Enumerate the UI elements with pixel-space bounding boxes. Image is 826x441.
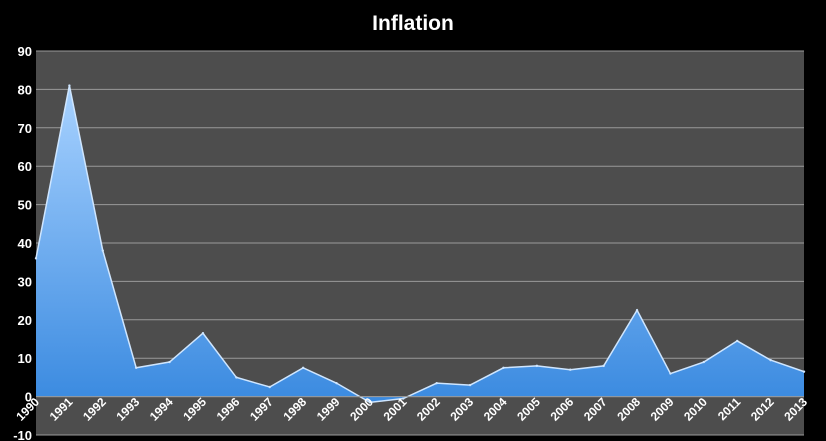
y-axis: -10 0 10 20 30 40 50 60 70 80 90 xyxy=(13,44,32,441)
data-point-1990 xyxy=(34,257,38,260)
y-tick-label: 60 xyxy=(18,159,32,174)
data-point-2010 xyxy=(702,360,706,364)
y-tick-label: 70 xyxy=(18,121,32,136)
data-point-2005 xyxy=(535,364,539,368)
data-point-1999 xyxy=(335,381,338,385)
data-point-1998 xyxy=(301,366,305,369)
data-point-2011 xyxy=(736,339,739,343)
inflation-series-line xyxy=(35,85,805,404)
y-tick-label: 20 xyxy=(18,313,32,328)
y-tick-label: -10 xyxy=(13,428,32,441)
data-point-2001 xyxy=(402,397,405,400)
chart-title: Inflation xyxy=(372,12,454,35)
data-point-2000 xyxy=(368,401,372,404)
y-tick-label: 80 xyxy=(18,82,32,97)
data-point-1997 xyxy=(268,385,271,389)
data-point-1991 xyxy=(68,84,71,87)
data-point-2013 xyxy=(802,370,806,373)
data-point-2003 xyxy=(468,383,472,387)
inflation-area xyxy=(36,85,804,403)
data-point-2008 xyxy=(635,309,639,312)
y-tick-label: 90 xyxy=(18,44,32,59)
y-tick-label: 50 xyxy=(18,198,32,213)
data-point-1996 xyxy=(235,376,238,379)
y-tick-label: 40 xyxy=(18,236,32,251)
y-tick-label: 0 xyxy=(25,390,32,405)
data-point-2012 xyxy=(769,358,772,362)
y-tick-label: 10 xyxy=(18,351,32,366)
data-point-2009 xyxy=(669,372,672,375)
data-point-2004 xyxy=(502,366,505,369)
data-area-layer xyxy=(34,84,806,404)
data-point-1993 xyxy=(134,366,138,369)
data-point-2002 xyxy=(435,381,438,385)
data-point-1995 xyxy=(201,332,205,335)
data-point-1994 xyxy=(168,360,171,364)
y-tick-label: 30 xyxy=(18,274,32,289)
data-point-2007 xyxy=(602,364,605,368)
data-point-1992 xyxy=(101,249,104,252)
data-point-2006 xyxy=(569,368,572,371)
